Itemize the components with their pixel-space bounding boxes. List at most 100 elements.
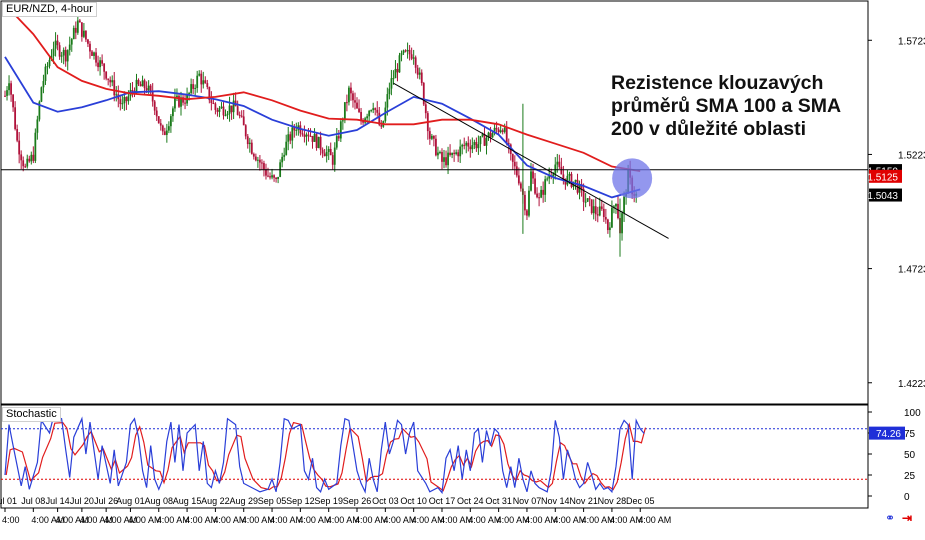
time-axis-label: 4:00 AM [355, 515, 388, 525]
candle [14, 101, 17, 131]
candle [325, 145, 328, 163]
candle-body [570, 173, 573, 187]
candle-body [511, 153, 514, 162]
date-axis-label: Aug 08 [144, 496, 173, 506]
candle [370, 109, 373, 113]
candle [526, 209, 528, 220]
candle-body [165, 130, 168, 135]
candle-body [590, 199, 593, 214]
candle-body [224, 115, 227, 117]
candle [348, 85, 350, 106]
candle [42, 74, 45, 94]
trend-line[interactable] [393, 82, 669, 239]
candle-body [169, 116, 172, 127]
candle [58, 42, 61, 60]
candle [161, 124, 164, 136]
date-axis-label: Sep 12 [286, 496, 315, 506]
stochastic-plot[interactable] [1, 415, 868, 495]
date-axis-label: Oct 10 [400, 496, 427, 506]
candle-body [89, 43, 91, 52]
candle [204, 76, 207, 84]
candle-body [40, 87, 43, 102]
candle [66, 49, 69, 71]
candle-body [190, 84, 193, 94]
time-axis-label: 4:00 AM [270, 515, 303, 525]
candle-body [370, 110, 373, 112]
sync-icon[interactable]: ⚭ [885, 511, 896, 525]
candle [327, 146, 330, 161]
date-axis-label: Sep 26 [343, 496, 372, 506]
candle [281, 152, 284, 168]
candle-body [246, 136, 249, 145]
candle [465, 141, 468, 154]
candle-body [497, 129, 500, 133]
candle [111, 75, 114, 87]
candle [339, 118, 342, 142]
date-axis-label: Nov 21 [569, 496, 598, 506]
candle-body [390, 78, 393, 89]
candle-body [135, 79, 138, 93]
candle-body [339, 121, 342, 139]
candle [582, 183, 585, 211]
candle [236, 100, 239, 116]
candle-body [410, 54, 413, 59]
candle [538, 192, 540, 207]
candle [153, 99, 156, 116]
candle [596, 206, 599, 223]
candle [184, 94, 186, 110]
candle [72, 25, 75, 40]
candle-body [372, 108, 375, 111]
candle-body [103, 63, 106, 72]
price-plot[interactable] [1, 3, 868, 257]
candle [511, 153, 514, 170]
candle-body [447, 152, 449, 166]
candle [606, 218, 609, 234]
candle-body [574, 179, 577, 182]
candle-body [621, 213, 623, 234]
candle [224, 109, 227, 117]
date-axis-label: Oct 17 [429, 496, 456, 506]
candle [317, 136, 320, 149]
candle-body [250, 142, 253, 154]
candle [459, 139, 462, 163]
candle-body [42, 80, 45, 88]
candle [137, 78, 140, 87]
time-axis-label: 4:00 AM [525, 515, 558, 525]
candle-body [566, 175, 569, 185]
candle [176, 88, 178, 102]
candle [463, 137, 466, 150]
candle [441, 148, 443, 170]
candle-body [24, 166, 27, 168]
candle-body [441, 152, 443, 162]
scroll-to-end-icon[interactable]: ⇥ [902, 511, 913, 525]
candle [570, 171, 573, 189]
candle [248, 137, 251, 153]
candle-body [396, 68, 399, 73]
candle [499, 124, 502, 134]
candle [621, 210, 623, 241]
candle-body [200, 73, 203, 85]
candle-body [418, 72, 421, 75]
time-axis-label: 4:00 AM [610, 515, 643, 525]
candle-body [358, 108, 360, 112]
candle [479, 135, 482, 152]
candle-body [562, 174, 565, 179]
time-axis-label: 4:00 AM [412, 515, 445, 525]
candle [20, 150, 23, 170]
candle-body [329, 148, 332, 156]
candle [141, 75, 144, 87]
candle-body [428, 131, 431, 139]
candle [232, 92, 235, 120]
candle-body [121, 103, 124, 105]
candle-body [592, 206, 595, 214]
candle [163, 127, 166, 136]
candle-body [74, 27, 77, 33]
candle-body [305, 134, 308, 137]
candle-body [188, 93, 190, 95]
candle-body [343, 102, 346, 121]
time-axis-label: 4:00 AM [242, 515, 275, 525]
candle-body [477, 144, 480, 149]
date-axis-label: Jul 01 [0, 496, 17, 506]
candle-body [277, 176, 280, 179]
candle [315, 132, 318, 151]
